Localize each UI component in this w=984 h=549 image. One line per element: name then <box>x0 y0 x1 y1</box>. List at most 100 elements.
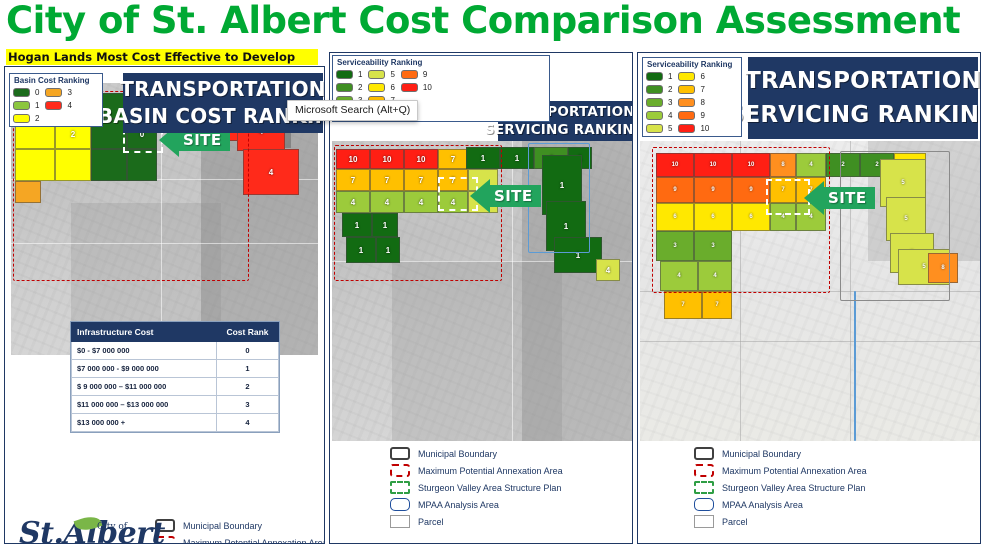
mpaa-analysis-icon <box>694 498 714 511</box>
map-parcel-cell[interactable]: 4 <box>370 191 404 213</box>
right-map-canvas[interactable]: 10101084226999776664433447755558 SITE <box>640 141 980 441</box>
municipal-boundary-icon <box>390 447 410 460</box>
map-parcel-cell[interactable] <box>55 149 91 181</box>
cost-range-cell: $ 9 000 000 – $11 000 000 <box>71 377 217 396</box>
table-row: $ 9 000 000 – $11 000 000 2 <box>71 377 279 396</box>
map-parcel-cell[interactable]: 1 <box>554 237 602 273</box>
map-parcel-cell[interactable]: 3 <box>656 231 694 261</box>
site-arrow-mid: SITE <box>470 179 542 213</box>
map-key-row: Parcel <box>390 513 620 530</box>
map-parcel-cell[interactable]: 7 <box>404 169 438 191</box>
legend-color-swatch <box>45 88 63 97</box>
legend-item: 3 <box>646 97 672 108</box>
legend-item-label: 10 <box>700 124 710 133</box>
map-parcel-cell[interactable]: 4 <box>336 191 370 213</box>
legend-item: 2 <box>646 84 672 95</box>
map-key-label: Municipal Boundary <box>722 448 802 459</box>
map-parcel-cell[interactable]: 10 <box>656 153 694 177</box>
map-parcel-cell[interactable]: 6 <box>694 203 732 231</box>
map-parcel-cell[interactable]: 1 <box>342 213 372 237</box>
map-parcel-cell[interactable]: 4 <box>698 261 732 291</box>
map-parcel-cell[interactable] <box>91 149 127 181</box>
map-parcel-cell[interactable]: 10 <box>732 153 770 177</box>
map-parcel-cell[interactable]: 1 <box>376 237 400 263</box>
site-label: SITE <box>183 131 222 149</box>
legend-item-label: 5 <box>390 70 395 79</box>
banner-line-2: BASIN COST RANKING <box>97 104 325 128</box>
legend-item: 6 <box>678 71 709 82</box>
map-parcel-cell[interactable]: 1 <box>372 213 398 237</box>
legend-color-swatch <box>646 85 663 94</box>
map-parcel-cell[interactable]: 8 <box>770 153 796 177</box>
legend-column: 1 2 3 4 5 <box>646 71 672 134</box>
map-parcel-cell[interactable]: 10 <box>694 153 732 177</box>
map-parcel-cell[interactable]: 9 <box>732 177 770 203</box>
map-parcel-cell[interactable]: 7 <box>336 169 370 191</box>
map-parcel-cell[interactable] <box>127 149 157 181</box>
map-parcel-cell[interactable]: 4 <box>596 259 620 281</box>
legend-item: 1 <box>646 71 672 82</box>
map-parcel-cell[interactable]: 8 <box>928 253 958 283</box>
legend-item: 10 <box>678 123 709 134</box>
map-key-label: Maximum Potential Annexation Area <box>183 537 325 544</box>
map-parcel-cell[interactable] <box>15 181 41 203</box>
legend-item: 8 <box>678 97 709 108</box>
table-row: $13 000 000 +4 <box>71 413 279 432</box>
legend-item-label: 1 <box>668 72 673 81</box>
legend-color-swatch <box>368 70 386 79</box>
map-parcel-cell[interactable]: 1 <box>466 147 500 169</box>
mid-map-canvas[interactable]: 1010107477774444111111411114 SITE <box>332 141 632 441</box>
cost-range-cell: $0 - $7 000 000 <box>71 341 217 360</box>
map-parcel-cell[interactable]: 1 <box>500 147 534 169</box>
site-label: SITE <box>828 189 867 207</box>
svasp-icon <box>390 481 410 494</box>
map-key-row: MPAA Analysis Area <box>694 496 944 513</box>
banner-line-1: TRANSPORTATION <box>120 77 325 101</box>
map-parcel-cell[interactable]: 10 <box>336 149 370 169</box>
map-parcel-cell[interactable] <box>15 149 55 181</box>
cost-rank-cell: 2 <box>216 377 279 396</box>
map-key-row: MPAA Analysis Area <box>390 496 620 513</box>
mpaa-icon <box>155 536 175 543</box>
map-parcel-cell[interactable]: 9 <box>656 177 694 203</box>
map-parcel-cell[interactable]: 4 <box>404 191 438 213</box>
legend-item-label: 1 <box>358 70 363 79</box>
legend-column: 0 1 2 <box>13 87 39 124</box>
legend-item-label: 9 <box>700 111 705 120</box>
site-arrow-right: SITE <box>804 181 876 215</box>
page-title: City of St. Albert Cost Comparison Asses… <box>6 0 961 42</box>
legend-item: 1 <box>336 69 362 80</box>
map-parcel-cell[interactable]: 4 <box>796 153 826 177</box>
subtitle-highlight: Hogan Lands Most Cost Effective to Devel… <box>6 49 318 65</box>
map-parcel-cell[interactable]: 4 <box>243 149 299 195</box>
map-parcel-cell[interactable]: 4 <box>660 261 698 291</box>
map-key-right: Municipal Boundary Maximum Potential Anne… <box>694 445 944 530</box>
map-parcel-cell[interactable]: 7 <box>664 291 702 319</box>
map-parcel-cell[interactable]: 1 <box>346 237 376 263</box>
map-parcel-cell[interactable]: 10 <box>370 149 404 169</box>
map-key-label: Municipal Boundary <box>183 520 263 531</box>
map-key-row: Sturgeon Valley Area Structure Plan <box>390 479 620 496</box>
municipal-boundary-icon <box>694 447 714 460</box>
legend-item: 0 <box>13 87 39 98</box>
map-parcel-cell[interactable]: 4 <box>770 203 796 231</box>
map-parcel-cell[interactable]: 2 <box>826 153 860 177</box>
legend-item: 4 <box>646 110 672 121</box>
map-parcel-cell[interactable]: 10 <box>404 149 438 169</box>
legend-item: 9 <box>678 110 709 121</box>
map-parcel-cell[interactable]: 6 <box>656 203 694 231</box>
map-parcel-cell[interactable]: 6 <box>732 203 770 231</box>
legend-column: 9 10 <box>400 69 432 119</box>
map-parcel-cell[interactable]: 7 <box>370 169 404 191</box>
map-parcel-cell[interactable]: 7 <box>702 291 732 319</box>
map-parcel-cell[interactable]: 3 <box>694 231 732 261</box>
legend-item: 9 <box>400 69 432 80</box>
cost-rank-cell: 4 <box>216 413 279 432</box>
banner-line-2: SERVICING RANKING <box>727 102 981 128</box>
banner-basin-cost-ranking: TRANSPORTATION BASIN COST RANKING <box>98 73 325 133</box>
map-parcel-cell[interactable]: 7 <box>770 177 796 203</box>
map-parcel-cell[interactable]: 7 <box>438 149 468 169</box>
map-parcel-cell[interactable]: 9 <box>694 177 732 203</box>
banner-line-1: TRANSPORTATION <box>745 68 981 94</box>
